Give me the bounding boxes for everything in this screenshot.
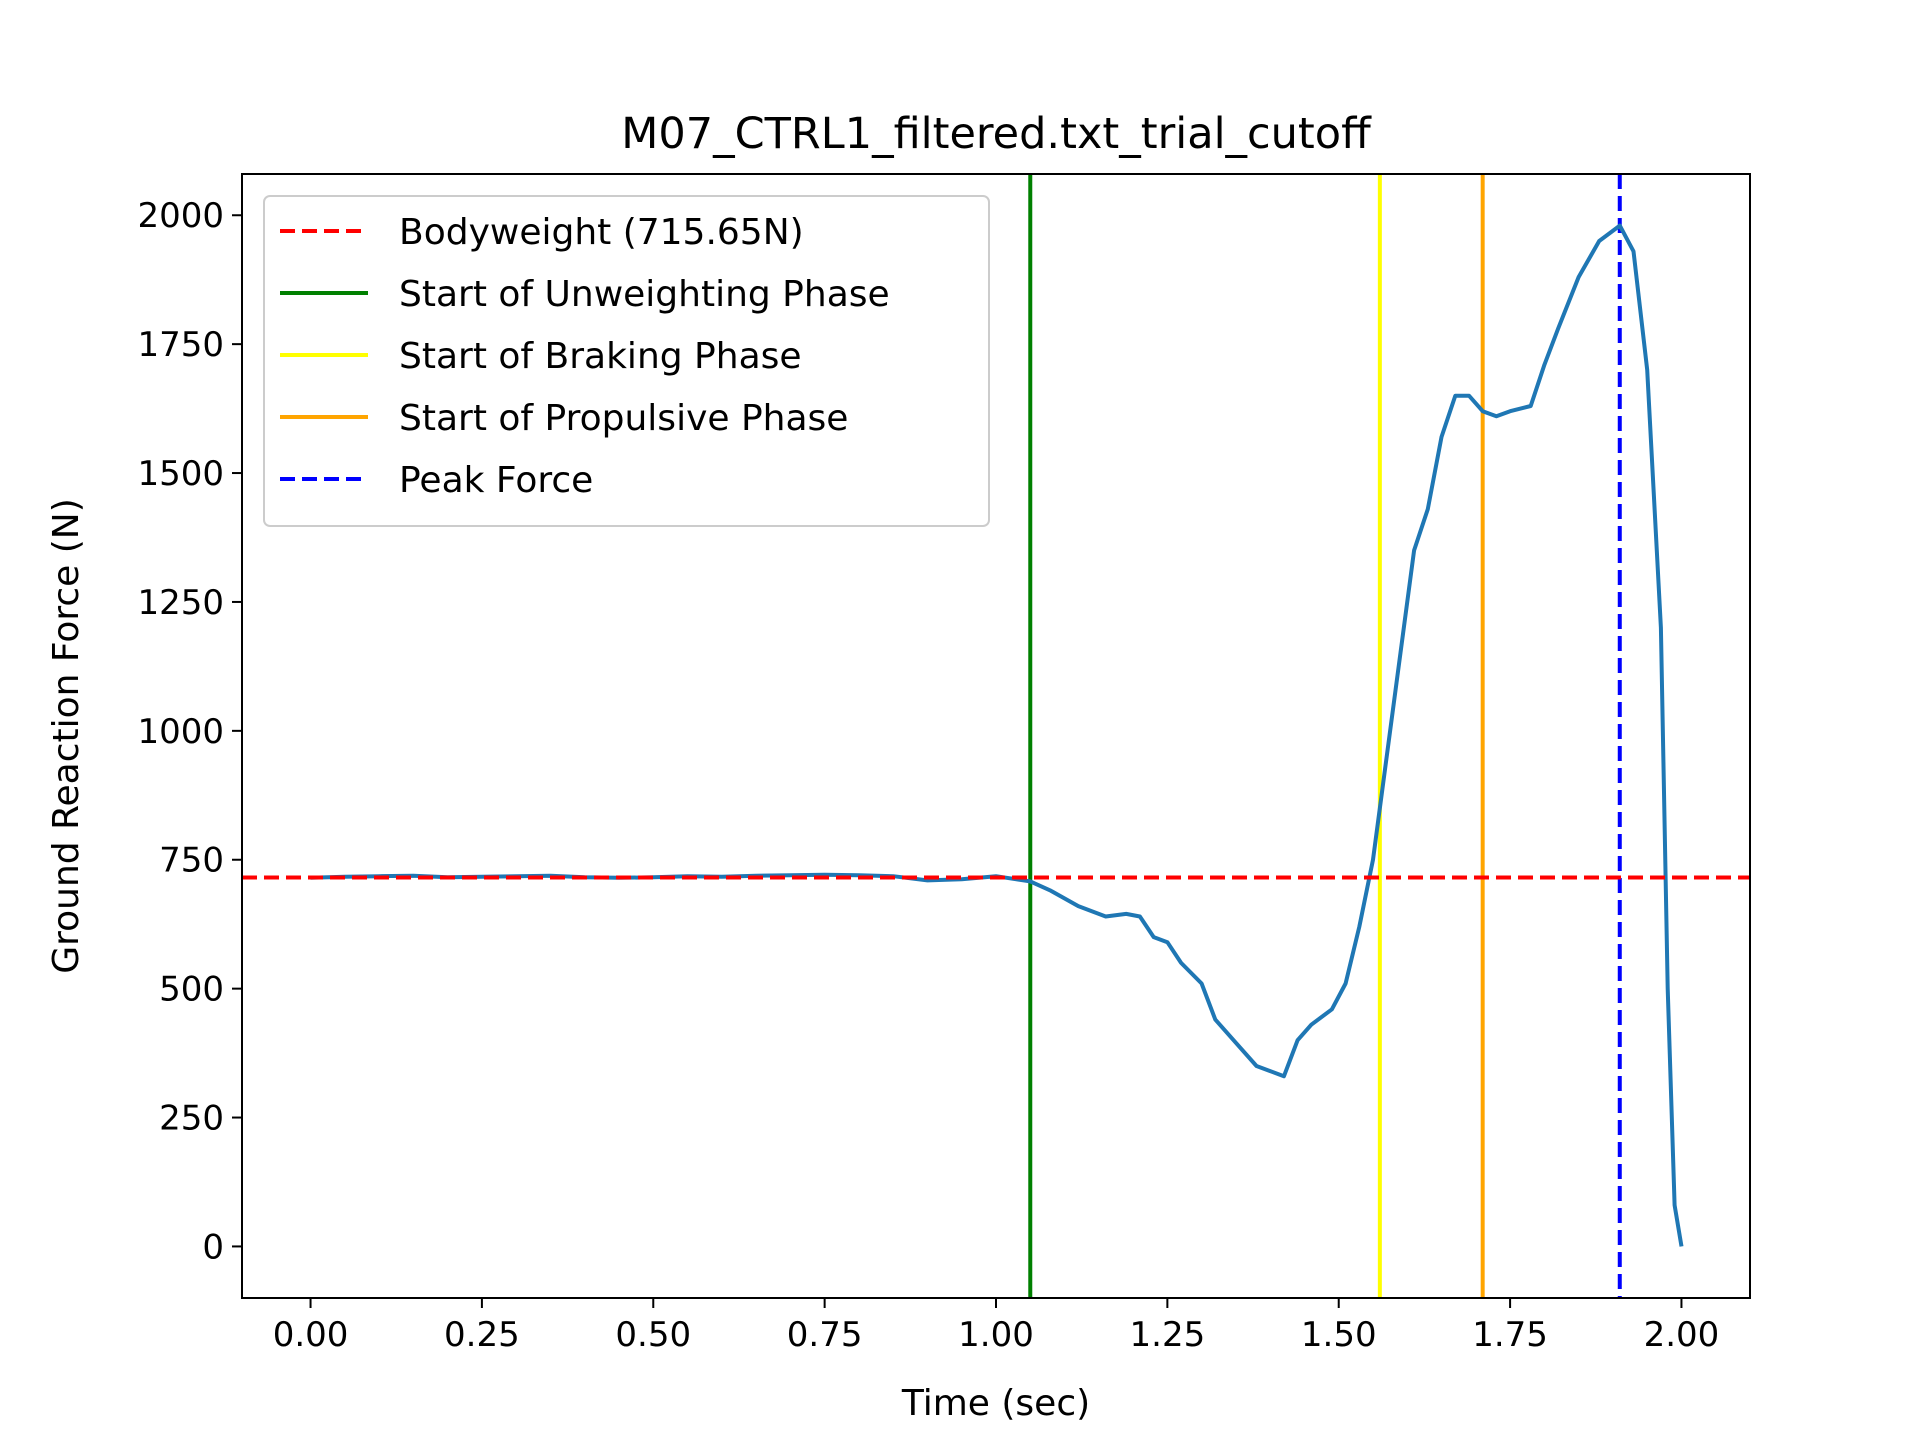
x-tick-label: 1.75 — [1472, 1315, 1548, 1355]
x-tick-label: 0.25 — [444, 1315, 520, 1355]
y-tick-label: 0 — [202, 1227, 224, 1267]
legend-entry-4: Peak Force — [399, 460, 593, 501]
x-tick-label: 0.75 — [787, 1315, 863, 1355]
x-tick-label: 0.00 — [273, 1315, 349, 1355]
plot-area — [242, 174, 1750, 1298]
y-tick-label: 1000 — [137, 712, 224, 752]
x-tick-label: 1.00 — [958, 1315, 1034, 1355]
y-axis-label: Ground Reaction Force (N) — [46, 498, 87, 974]
x-tick-label: 1.50 — [1301, 1315, 1377, 1355]
ticks-layer: 0.00 0.25 0.50 0.75 1.00 1.25 1.50 1.75 2.00 0 250… — [137, 196, 1719, 1355]
legend: Bodyweight (715.65N) Start of Unweighting… — [263, 195, 990, 527]
y-tick-label: 750 — [159, 841, 224, 881]
y-tick-label: 250 — [159, 1099, 224, 1139]
y-tick-label: 1250 — [137, 583, 224, 623]
plot-layer — [242, 174, 1750, 1298]
legend-entry-2: Start of Braking Phase — [399, 336, 802, 377]
chart-title: M07_CTRL1_filtered.txt_trial_cutoff — [621, 109, 1372, 159]
x-axis-label: Time (sec) — [901, 1383, 1090, 1424]
y-tick-label: 2000 — [137, 196, 224, 236]
legend-entry-3: Start of Propulsive Phase — [399, 398, 848, 439]
legend-box — [263, 195, 990, 527]
x-tick-label: 0.50 — [615, 1315, 691, 1355]
legend-entry-1: Start of Unweighting Phase — [399, 274, 890, 315]
y-tick-label: 1750 — [137, 325, 224, 365]
legend-entry-0: Bodyweight (715.65N) — [399, 212, 804, 253]
x-tick-label: 2.00 — [1644, 1315, 1720, 1355]
y-tick-label: 500 — [159, 970, 224, 1010]
x-tick-label: 1.25 — [1130, 1315, 1206, 1355]
y-tick-label: 1500 — [137, 454, 224, 494]
